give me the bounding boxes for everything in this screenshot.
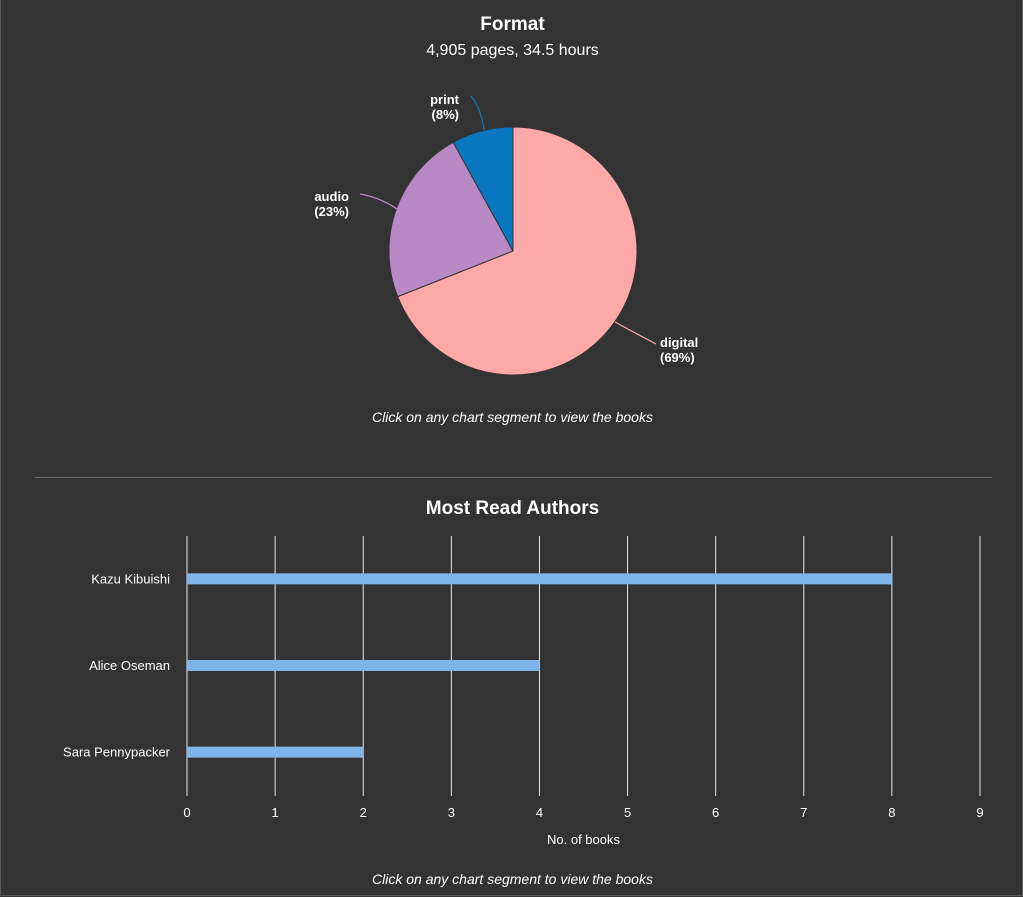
- pie-label-print: print: [430, 92, 460, 107]
- pie-percent-digital: (69%): [660, 350, 695, 365]
- section-divider: [35, 477, 992, 478]
- x-tick-label-4: 4: [536, 805, 543, 820]
- format-chart-subtitle: 4,905 pages, 34.5 hours: [426, 42, 599, 59]
- pie-percent-audio: (23%): [314, 204, 349, 219]
- pie-leader-line-digital: [614, 321, 657, 345]
- x-tick-label-8: 8: [888, 805, 895, 820]
- authors-chart-hint: Click on any chart segment to view the b…: [372, 871, 653, 887]
- pie-label-audio: audio: [314, 189, 349, 204]
- x-tick-label-2: 2: [360, 805, 367, 820]
- x-axis-label: No. of books: [547, 832, 620, 847]
- y-category-label-kazu-kibuishi: Kazu Kibuishi: [91, 571, 170, 586]
- pie-slice-print[interactable]: [452, 126, 514, 252]
- format-pie-chart: digital(69%) audio(23%) print(8%): [314, 92, 698, 376]
- authors-chart-title: Most Read Authors: [425, 498, 600, 519]
- pie-percent-print: (8%): [432, 107, 459, 122]
- bar-kazu-kibuishi[interactable]: [187, 573, 892, 585]
- y-category-label-alice-oseman: Alice Oseman: [89, 658, 170, 673]
- format-chart-title: Format: [480, 14, 545, 35]
- format-chart-hint: Click on any chart segment to view the b…: [372, 409, 653, 425]
- pie-label-digital: digital: [660, 335, 698, 350]
- bar-sara-pennypacker[interactable]: [187, 746, 364, 758]
- x-tick-label-3: 3: [448, 805, 455, 820]
- y-category-label-sara-pennypacker: Sara Pennypacker: [63, 745, 171, 760]
- x-tick-label-7: 7: [800, 805, 807, 820]
- bar-alice-oseman[interactable]: [187, 660, 540, 671]
- x-tick-label-5: 5: [624, 805, 631, 820]
- pie-leader-line-print: [470, 95, 485, 131]
- x-tick-label-6: 6: [712, 805, 719, 820]
- pie-leader-line-audio: [359, 193, 398, 210]
- x-tick-label-1: 1: [271, 805, 278, 820]
- x-tick-label-9: 9: [976, 805, 983, 820]
- authors-bar-chart: 0 1 2 3 4 5 6 7 8 9 No. of books Kazu Kibuishi Alice…: [63, 536, 984, 847]
- pie-slice-digital[interactable]: [397, 126, 638, 376]
- x-tick-label-0: 0: [183, 805, 190, 820]
